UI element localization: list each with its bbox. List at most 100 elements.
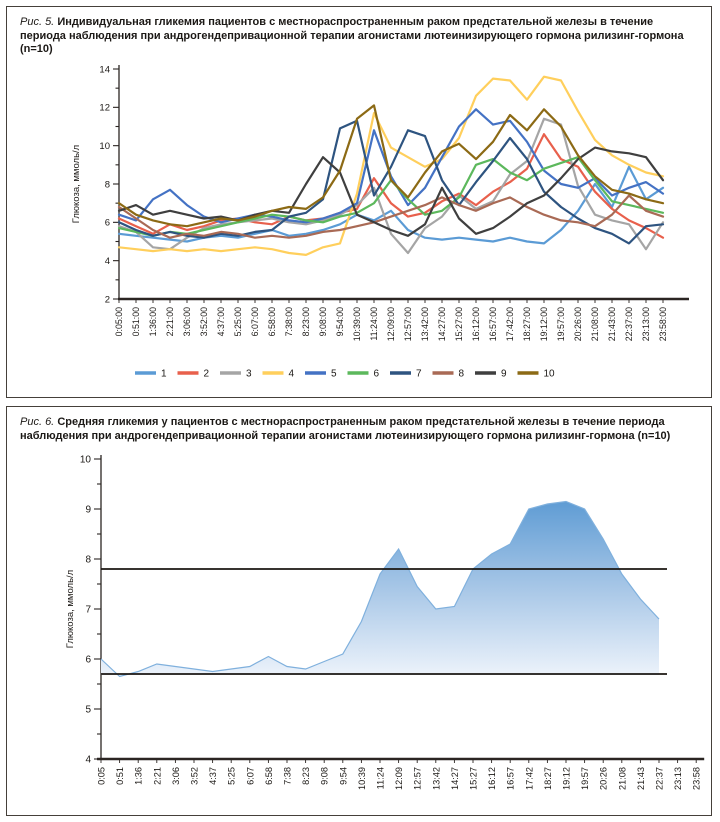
x-axis-label: 23:58 [692,767,702,790]
x-axis-label: 19:12 [562,767,572,790]
y-axis-tick-label: 10 [80,455,92,466]
x-axis-label: 3:52:00 [199,306,209,335]
x-axis-label: 7:38:00 [284,306,294,335]
legend-label-5: 5 [331,368,337,379]
legend-label-6: 6 [374,368,380,379]
x-axis-label: 23:13 [673,767,683,790]
y-axis-tick-label: 12 [99,102,110,113]
y-axis-tick-label: 8 [105,179,110,190]
x-axis-label: 14:27:00 [437,306,447,340]
x-axis-label: 15:27 [469,767,479,790]
x-axis-label: 12:09:00 [386,306,396,340]
y-axis-tick-label: 4 [85,755,91,766]
x-axis-label: 3:06 [171,767,181,785]
x-axis-label: 12:09 [394,767,404,790]
x-axis-label: 7:38 [283,767,293,785]
x-axis-label: 1:36:00 [148,306,158,335]
x-axis-label: 8:23:00 [301,306,311,335]
y-axis-title: Глюкоза, ммоль/л [65,570,76,648]
x-axis-label: 16:57:00 [488,306,498,340]
figure6-panel: Рис. 6. Средняя гликемия у пациентов с м… [6,406,712,816]
x-axis-label: 3:06:00 [182,306,192,335]
series-line-4 [117,75,665,256]
x-axis-label: 6:07:00 [250,306,260,335]
y-axis-tick-label: 6 [105,217,110,228]
y-axis-tick-label: 6 [85,655,91,666]
y-axis-tick-label: 14 [99,64,110,75]
legend-label-3: 3 [246,368,252,379]
x-axis-label: 5:25 [227,767,237,785]
x-axis-label: 9:08:00 [318,306,328,335]
x-axis-label: 21:43 [636,767,646,790]
x-axis-label: 17:42 [524,767,534,790]
x-axis-label: 18:27:00 [522,306,532,340]
x-axis-label: 19:12:00 [539,306,549,340]
x-axis-label: 4:37:00 [216,306,226,335]
x-axis-label: 13:42:00 [420,306,430,340]
y-axis-tick-label: 2 [105,294,110,305]
x-axis-label: 12:57 [413,767,423,790]
x-axis-label: 22:37:00 [624,306,634,340]
y-axis-title: Глюкоза, ммоль/л [71,144,82,222]
x-axis-label: 14:27 [450,767,460,790]
area-edge [100,500,660,678]
x-axis-label: 9:54 [338,767,348,785]
y-axis-tick-label: 7 [85,605,91,616]
x-axis-label: 1:36 [134,767,144,785]
x-axis-label: 21:43:00 [607,306,617,340]
x-axis-label: 6:58:00 [267,306,277,335]
x-axis-label: 0:51:00 [131,306,141,335]
x-axis-label: 0:05 [97,767,107,785]
x-axis-label: 13:42 [431,767,441,790]
figure5-title: Индивидуальная гликемия пациентов с мест… [20,16,684,55]
figure5-label: Рис. 5. [20,16,55,28]
x-axis-label: 21:08:00 [590,306,600,340]
x-axis-label: 19:57:00 [556,306,566,340]
x-axis-label: 20:26:00 [573,306,583,340]
x-axis-label: 6:58 [264,767,274,785]
series-line-10 [117,103,665,227]
x-axis-label: 22:37 [655,767,665,790]
legend-label-10: 10 [544,368,556,379]
x-axis-label: 10:39:00 [352,306,362,340]
series-line-9 [117,145,665,237]
x-axis-label: 17:42:00 [505,306,515,340]
legend-label-9: 9 [501,368,507,379]
x-axis-label: 16:12 [487,767,497,790]
y-axis-tick-label: 10 [99,140,110,151]
x-axis-label: 0:05:00 [114,306,124,335]
figure5-caption: Рис. 5. Индивидуальная гликемия пациенто… [7,7,711,57]
legend-label-4: 4 [289,368,295,379]
x-axis-label: 5:25:00 [233,306,243,335]
figure5-panel: Рис. 5. Индивидуальная гликемия пациенто… [6,6,712,398]
y-axis-tick-label: 8 [85,555,91,566]
legend-label-7: 7 [416,368,422,379]
x-axis-label: 2:21:00 [165,306,175,335]
legend-label-1: 1 [161,368,167,379]
x-axis-label: 21:08 [617,767,627,790]
x-axis-label: 16:57 [506,767,516,790]
x-axis-label: 11:24 [376,767,386,789]
figure6-title: Средняя гликемия у пациентов с местнорас… [20,416,671,442]
y-axis-tick-label: 4 [105,255,110,266]
x-axis-label: 19:57 [580,767,590,790]
x-axis-label: 9:08 [320,767,330,785]
y-axis-tick-label: 9 [85,505,91,516]
x-axis-label: 16:12:00 [471,306,481,340]
x-axis-label: 4:37 [208,767,218,785]
area-fill [101,501,659,677]
x-axis-label: 20:26 [599,767,609,790]
x-axis-label: 23:58:00 [658,306,668,340]
series-line-8 [117,193,665,239]
x-axis-label: 11:24:00 [369,306,379,340]
x-axis-label: 12:57:00 [403,306,413,340]
x-axis-label: 2:21 [152,767,162,785]
x-axis-label: 10:39 [357,767,367,790]
y-axis-tick-label: 5 [85,705,91,716]
figure6-caption: Рис. 6. Средняя гликемия у пациентов с м… [7,407,711,443]
x-axis-label: 3:52 [190,767,200,785]
legend-label-2: 2 [204,368,210,379]
x-axis-label: 9:54:00 [335,306,345,335]
